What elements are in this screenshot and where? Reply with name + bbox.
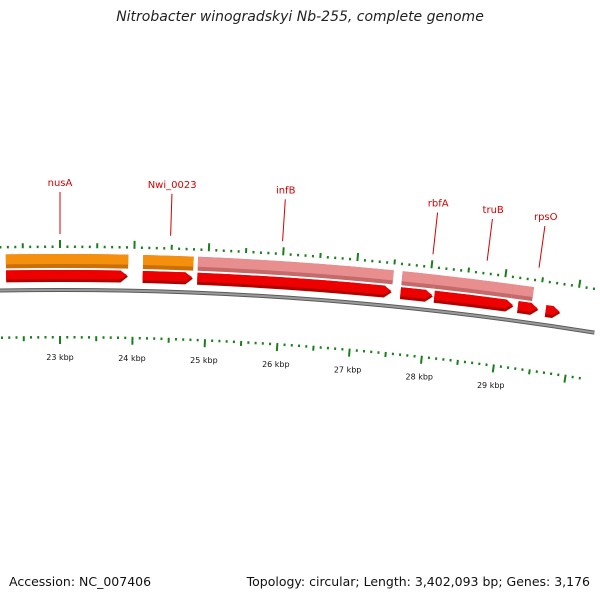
gene-label: truB [483,205,504,216]
tick-mark [528,369,531,375]
gene-label: rbfA [428,199,449,210]
tick-mark [275,343,279,352]
gene-bar [401,271,436,285]
gene-bar [434,274,514,295]
cds-arrow [545,305,560,315]
backbone-arc [0,289,595,334]
cds-track [6,270,561,319]
tick-mark [356,252,360,262]
tick-mark [491,364,495,373]
scale-label: 25 kbp [190,356,218,365]
gene-label: nusA [48,178,73,189]
gene-label: rpsO [534,212,558,223]
scale-label: 28 kbp [406,373,434,382]
label-leader-line [170,193,173,236]
tick-mark [420,355,423,364]
scale-label: 23 kbp [46,353,74,362]
tick-mark [563,374,567,383]
cds-arrow [400,287,433,299]
tick-mark [467,267,471,273]
cds-arrow [433,290,513,309]
label-leader-line [282,199,286,242]
gene-label: infB [276,185,296,196]
tick-mark [348,348,351,357]
cds-arrow [6,270,128,280]
scale-label: 29 kbp [477,381,505,390]
gene-track [5,253,535,302]
gene-bar [5,253,129,265]
accession-text: Accession: NC_007406 [9,574,152,589]
cds-arrow [197,272,392,295]
genome-summary-text: Topology: circular; Length: 3,402,093 bp… [246,574,590,589]
scale-label: 27 kbp [334,366,362,375]
scale-label-track: 23 kbp 24 kbp 25 kbp 26 kbp 27 kbp 28 kbp 29 k… [46,353,504,390]
tick-mark [504,269,508,278]
tick-mark [430,260,434,269]
map-title: Nitrobacter winogradskyi Nb-255, complet… [116,9,484,25]
tick-mark [578,279,582,288]
gene-bar [512,284,535,298]
tick-mark [456,359,459,365]
tick-mark [541,277,544,283]
tick-mark [282,247,285,256]
gene-bar [197,256,394,281]
cds-arrow [142,271,193,282]
scale-label: 26 kbp [262,360,290,369]
label-leader-line [432,212,439,255]
label-leader-line [486,219,493,261]
gene-label: Nwi_0023 [148,180,197,191]
gene-label-track: nusA Nwi_0023 infB rbfA truB rpsO [48,178,558,268]
label-leader-line [538,225,546,268]
tick-track [0,240,596,383]
scale-label: 24 kbp [118,354,146,363]
gene-bar [142,255,194,267]
cds-arrow [517,301,538,312]
backbone-track [0,288,595,335]
